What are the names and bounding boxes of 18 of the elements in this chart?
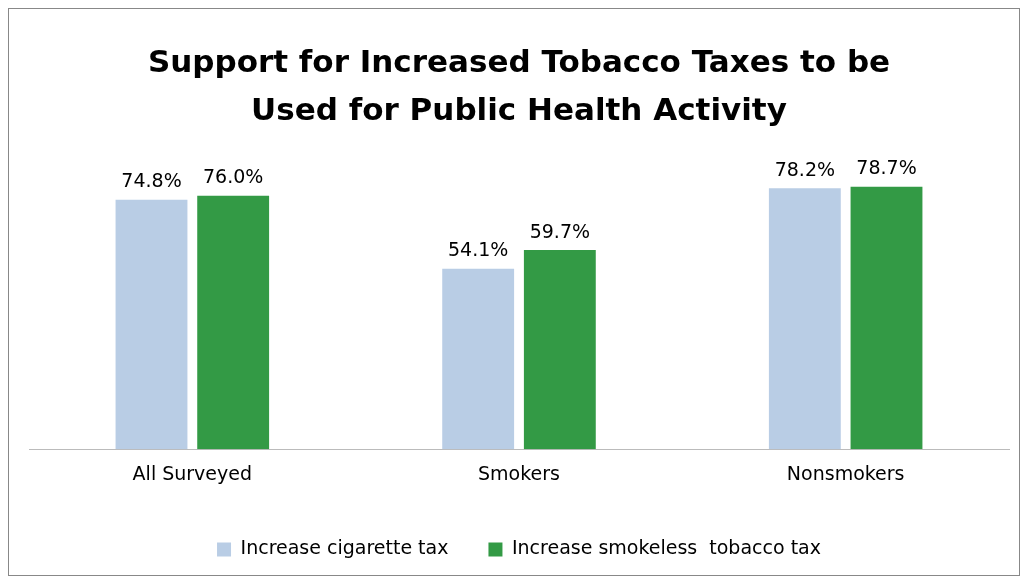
data-label: 76.0% (202, 165, 264, 188)
legend-label: Increase smokeless tobacco tax (511, 536, 821, 559)
bar (850, 186, 923, 450)
data-label: 59.7% (529, 219, 591, 242)
bar (197, 195, 270, 450)
data-label: 54.1% (447, 238, 509, 261)
x-tick-label: Smokers (478, 461, 560, 484)
x-tick-label: Nonsmokers (786, 461, 905, 484)
x-tick-label: All Surveyed (132, 461, 253, 484)
bar (768, 188, 841, 450)
bar (523, 250, 596, 450)
data-label: 74.8% (121, 169, 182, 192)
data-label: 78.2% (774, 157, 836, 180)
data-label: 78.7% (856, 156, 917, 179)
bar (115, 199, 188, 450)
bar (442, 268, 515, 450)
chart-title: Support for Increased Tobacco Taxes to be Used for Public Health Activity (146, 42, 892, 129)
legend-label: Increase cigarette tax (240, 536, 449, 559)
